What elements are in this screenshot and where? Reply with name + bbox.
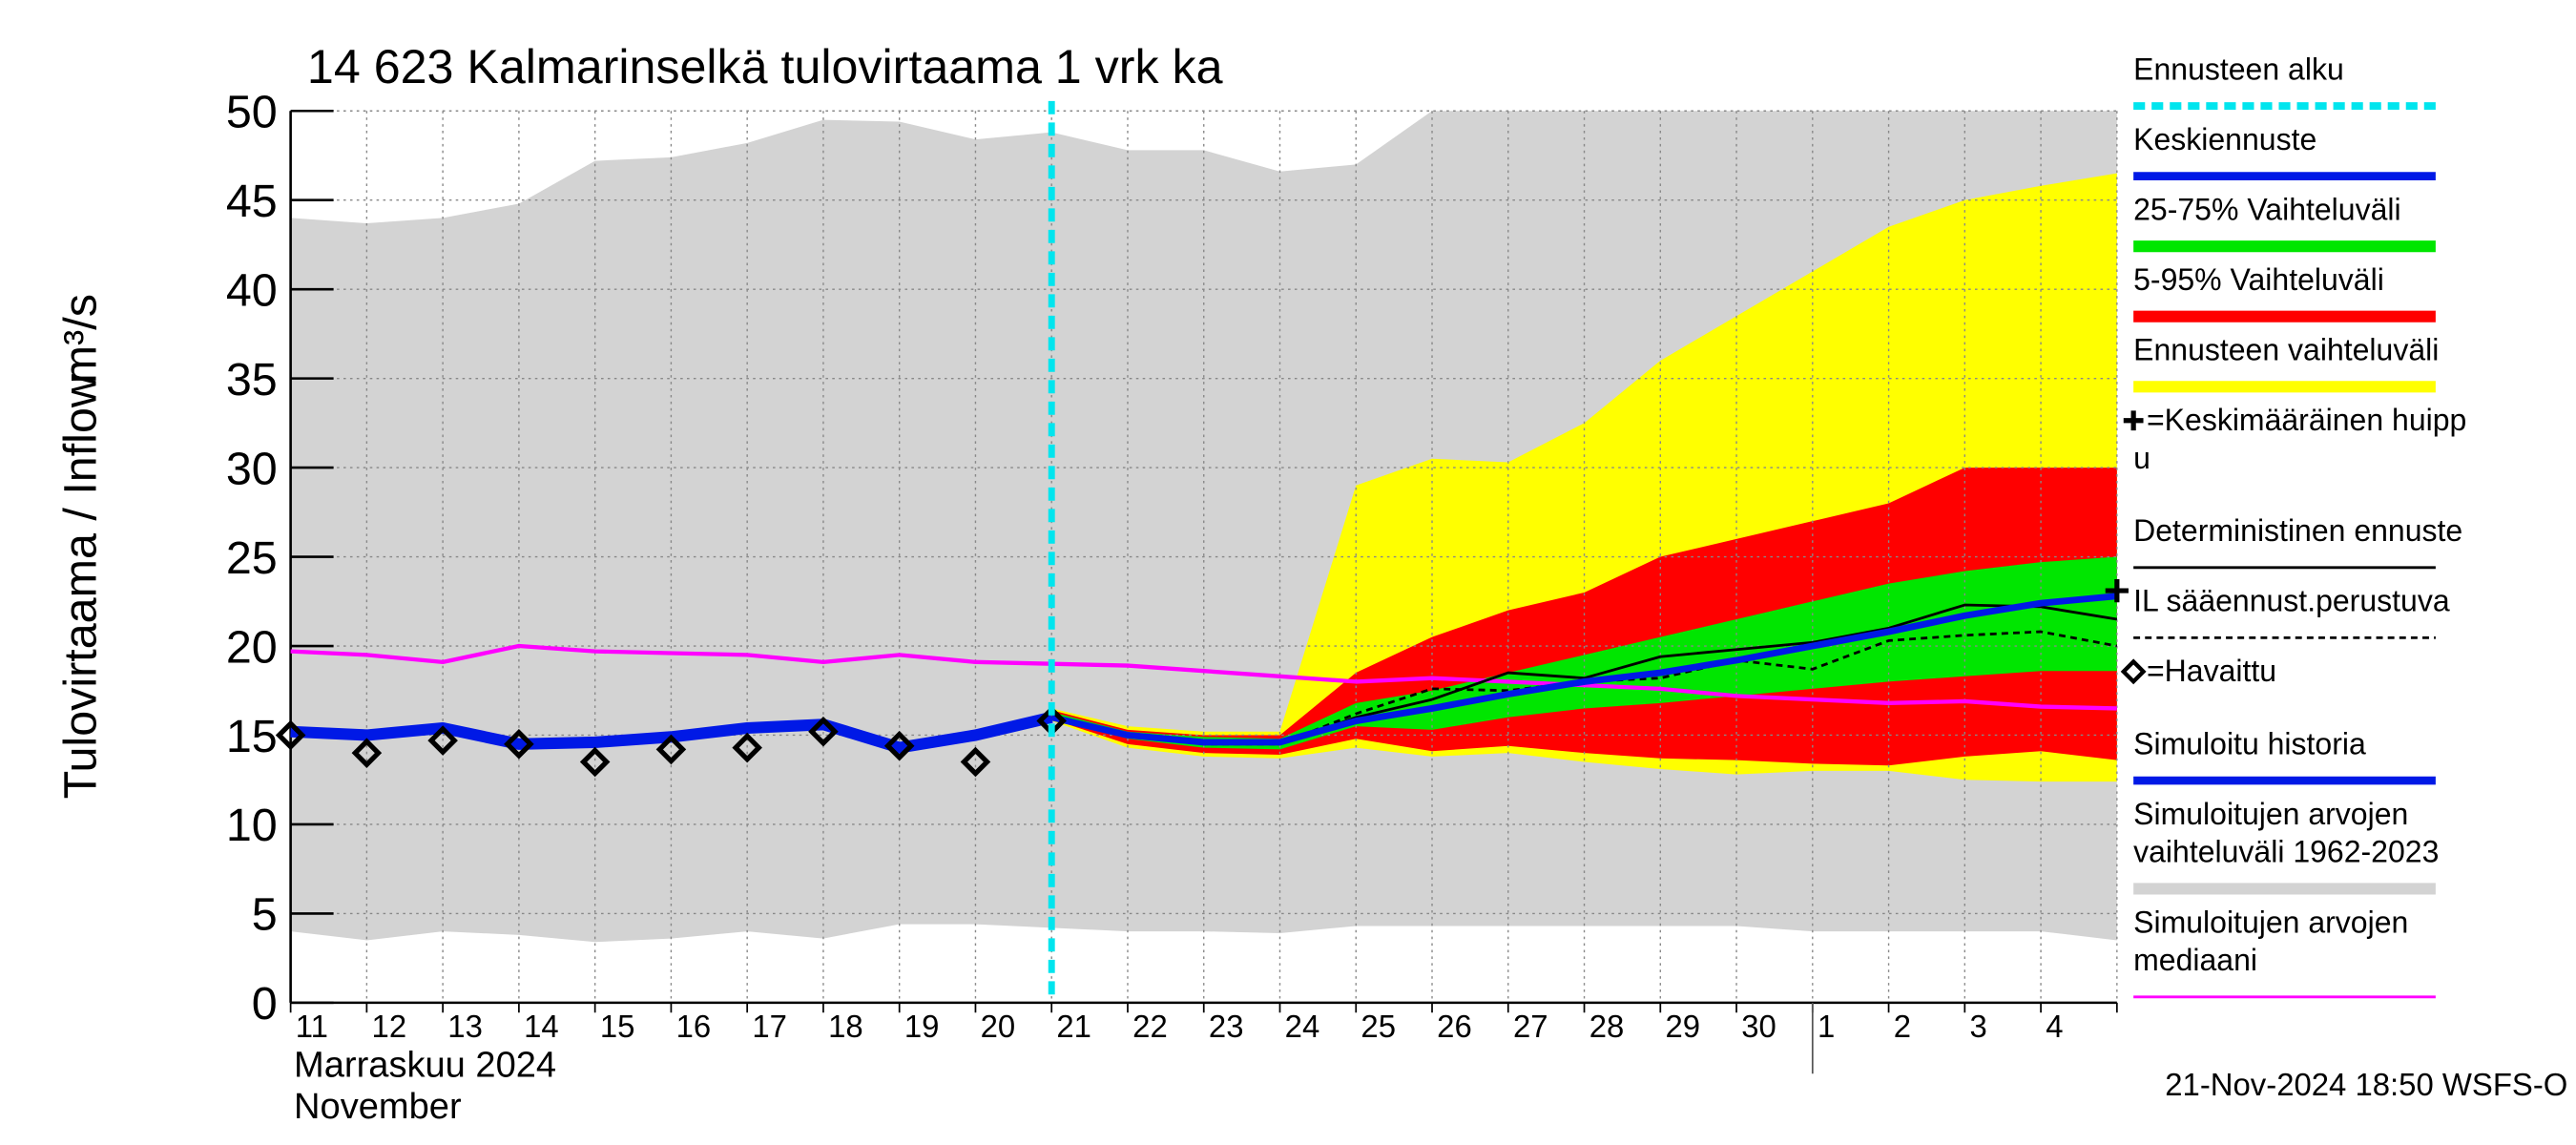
month-label: November bbox=[294, 1087, 462, 1127]
legend-label: u bbox=[2133, 441, 2150, 475]
x-tick-label: 26 bbox=[1437, 1009, 1472, 1044]
x-tick-label: 19 bbox=[904, 1009, 940, 1044]
x-tick-label: 1 bbox=[1818, 1009, 1835, 1044]
legend-label: Simuloitujen arvojen bbox=[2133, 797, 2408, 831]
x-tick-label: 15 bbox=[600, 1009, 635, 1044]
legend-label: IL sääennust.perustuva bbox=[2133, 584, 2450, 618]
series-line bbox=[1050, 593, 2118, 746]
x-tick-label: 16 bbox=[676, 1009, 712, 1044]
y-tick-label: 15 bbox=[226, 711, 278, 762]
legend-symbol bbox=[2123, 410, 2144, 431]
month-label: Marraskuu 2024 bbox=[294, 1046, 556, 1086]
observed-point bbox=[960, 746, 991, 778]
observed-point bbox=[275, 719, 306, 751]
legend-label: Ennusteen vaihteluväli bbox=[2133, 333, 2439, 367]
x-tick-label: 11 bbox=[296, 1009, 328, 1044]
x-tick-label: 29 bbox=[1665, 1009, 1700, 1044]
observed-point bbox=[883, 730, 915, 761]
x-tick-label: 14 bbox=[524, 1009, 559, 1044]
observed-point bbox=[655, 734, 687, 765]
legend-label: Keskiennuste bbox=[2133, 122, 2316, 156]
x-tick-label: 12 bbox=[372, 1009, 407, 1044]
legend-label: 5-95% Vaihteluväli bbox=[2133, 262, 2384, 297]
legend-label: vaihteluväli 1962-2023 bbox=[2133, 835, 2439, 869]
y-tick-label: 10 bbox=[226, 800, 278, 851]
y-tick-label: 45 bbox=[226, 176, 278, 227]
x-tick-label: 4 bbox=[2046, 1009, 2063, 1044]
bands bbox=[290, 111, 2117, 943]
series-line bbox=[290, 643, 2117, 711]
mean-peak bbox=[2105, 578, 2129, 603]
legend-label: =Havaittu bbox=[2147, 654, 2276, 688]
observed-point bbox=[732, 732, 762, 763]
x-tick-label: 18 bbox=[828, 1009, 863, 1044]
x-tick-label: 2 bbox=[1894, 1009, 1911, 1044]
y-tick-label: 5 bbox=[252, 889, 278, 941]
x-tick-label: 3 bbox=[1970, 1009, 1987, 1044]
y-tick-label: 25 bbox=[226, 532, 278, 584]
x-tick-label: 25 bbox=[1361, 1009, 1396, 1044]
y-axis-label: Tulovirtaama / Inflow bbox=[54, 373, 106, 799]
legend-label: Simuloitujen arvojen bbox=[2133, 905, 2408, 939]
y-tick-label: 20 bbox=[226, 621, 278, 673]
x-tick-label: 23 bbox=[1209, 1009, 1244, 1044]
grid bbox=[289, 109, 2118, 1074]
chart-title: 14 623 Kalmarinselkä tulovirtaama 1 vrk … bbox=[307, 40, 1223, 94]
x-tick-label: 27 bbox=[1513, 1009, 1548, 1044]
observed-point bbox=[579, 746, 611, 778]
observed-point bbox=[808, 716, 839, 747]
legend-label: mediaani bbox=[2133, 943, 2257, 977]
x-tick-label: 22 bbox=[1132, 1009, 1168, 1044]
y-axis-unit: m³/s bbox=[54, 294, 106, 384]
legend-symbol bbox=[2120, 658, 2147, 685]
x-tick-label: 28 bbox=[1589, 1009, 1625, 1044]
x-tick-label: 13 bbox=[447, 1009, 483, 1044]
footer: 21-Nov-2024 18:50 WSFS-O bbox=[2165, 1067, 2567, 1102]
y-tick-label: 0 bbox=[252, 978, 278, 1030]
y-tick-label: 50 bbox=[226, 87, 278, 138]
legend-label: Simuloitu historia bbox=[2133, 726, 2366, 760]
observed-point bbox=[504, 729, 534, 760]
observed-point bbox=[427, 725, 458, 756]
y-tick-label: 40 bbox=[226, 264, 278, 316]
x-tick-label: 21 bbox=[1056, 1009, 1091, 1044]
observed-point bbox=[351, 738, 383, 768]
legend-label: 25-75% Vaihteluväli bbox=[2133, 192, 2400, 226]
range-band bbox=[1051, 468, 2117, 766]
range-band bbox=[1051, 556, 2117, 750]
legend-label: Ennusteen alku bbox=[2133, 52, 2344, 86]
x-tick-label: 30 bbox=[1741, 1009, 1776, 1044]
x-tick-label: 24 bbox=[1285, 1009, 1320, 1044]
legend-label: Deterministinen ennuste bbox=[2133, 513, 2462, 548]
x-tick-label: 17 bbox=[752, 1009, 787, 1044]
x-tick-label: 20 bbox=[981, 1009, 1016, 1044]
y-tick-label: 35 bbox=[226, 354, 278, 406]
legend-label: =Keskimääräinen huipp bbox=[2147, 403, 2466, 437]
y-tick-label: 30 bbox=[226, 443, 278, 494]
